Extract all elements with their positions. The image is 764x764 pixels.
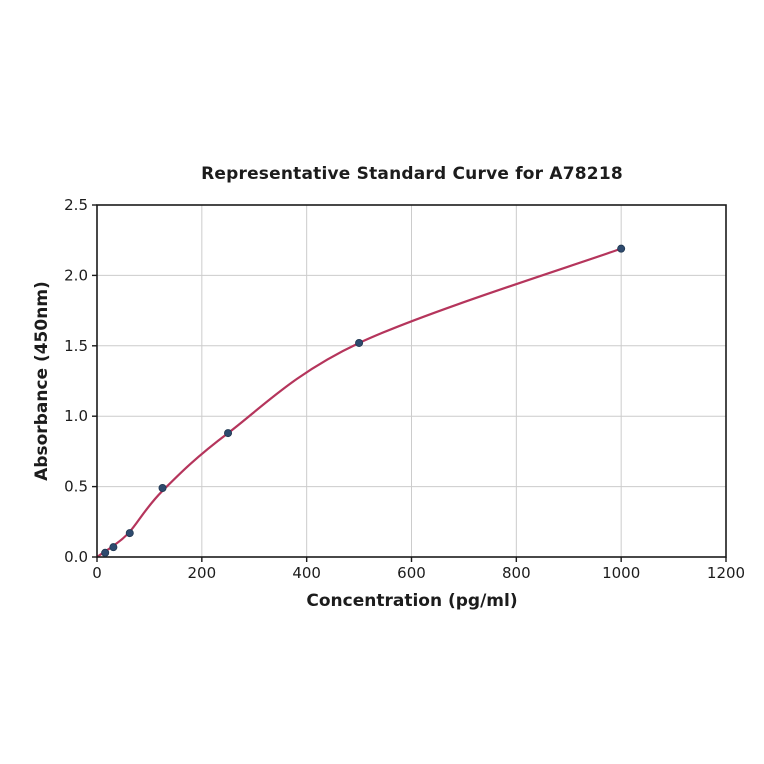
data-point-marker — [158, 484, 167, 493]
chart-title: Representative Standard Curve for A78218 — [201, 164, 623, 184]
fit-curve-line — [96, 247, 622, 558]
x-tick-label: 1000 — [602, 564, 640, 582]
data-point-marker — [109, 543, 118, 552]
y-tick-label: 2.5 — [64, 196, 88, 214]
x-tick-label: 400 — [292, 564, 321, 582]
y-tick-label: 0.5 — [64, 478, 88, 496]
x-tick-label: 0 — [92, 564, 102, 582]
x-tick-label: 200 — [188, 564, 217, 582]
data-point-marker — [101, 548, 110, 557]
y-tick-label: 1.5 — [64, 337, 88, 355]
x-tick-label: 600 — [397, 564, 426, 582]
data-point-marker — [224, 429, 233, 438]
data-point-marker — [125, 529, 134, 538]
data-point-marker — [617, 244, 626, 253]
x-axis-label: Concentration (pg/ml) — [306, 591, 518, 611]
y-tick-label: 2.0 — [64, 266, 88, 284]
data-point-marker — [355, 338, 364, 347]
x-tick-label: 800 — [502, 564, 531, 582]
y-tick-label: 1.0 — [64, 407, 88, 425]
y-tick-label: 0.0 — [64, 548, 88, 566]
x-tick-label: 1200 — [707, 564, 745, 582]
